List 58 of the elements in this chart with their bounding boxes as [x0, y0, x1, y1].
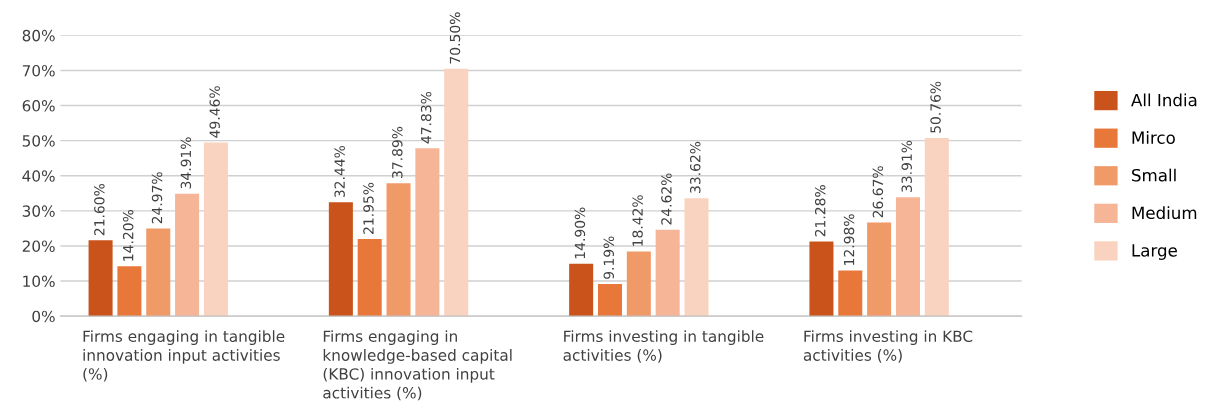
bar — [655, 229, 680, 317]
bar — [357, 239, 382, 317]
bar — [415, 148, 440, 317]
x-tick-label: Firms investing in tangible activities (%) — [563, 330, 764, 363]
data-label: 32.44% — [334, 145, 345, 198]
legend-label: Small — [1132, 168, 1176, 182]
data-label: 9.19% — [603, 236, 615, 279]
bar — [684, 198, 709, 317]
y-tick-label: 50% — [22, 135, 55, 147]
data-label: 21.95% — [363, 182, 374, 234]
bar — [328, 202, 353, 317]
data-label: 14.20% — [122, 209, 134, 261]
y-tick-label: 40% — [22, 170, 55, 182]
bar — [569, 263, 594, 317]
bar — [895, 197, 920, 317]
data-label: 21.60% — [94, 183, 105, 236]
bar — [88, 240, 113, 317]
data-label: 50.76% — [930, 81, 941, 133]
data-label: 70.50% — [449, 12, 461, 64]
legend-label: Mirco — [1132, 131, 1175, 144]
y-tick-label: 0% — [32, 310, 55, 323]
data-label: 14.90% — [574, 207, 586, 259]
bar — [444, 68, 469, 317]
bar — [626, 251, 651, 317]
bar — [386, 183, 411, 317]
bar — [203, 142, 228, 317]
y-tick-label: 20% — [22, 240, 55, 252]
legend-label: Large — [1132, 244, 1177, 260]
data-label: 33.62% — [690, 141, 701, 193]
bar — [924, 137, 949, 317]
data-label: 37.89% — [392, 126, 403, 178]
bar — [597, 283, 622, 317]
x-tick-label: Firms investing in KBC activities (%) — [803, 330, 973, 363]
data-label: 49.46% — [209, 86, 220, 138]
legend-label: Medium — [1132, 206, 1197, 220]
y-tick-label: 30% — [22, 205, 55, 217]
y-tick-label: 60% — [22, 100, 55, 112]
bar — [146, 228, 171, 317]
data-label: 18.42% — [632, 195, 643, 246]
y-tick-label: 70% — [22, 64, 55, 77]
x-tick-label: Firms engaging in tangible innovation input activities (%) — [83, 330, 285, 382]
data-label: 34.91% — [180, 137, 192, 189]
data-label: 47.83% — [420, 91, 432, 144]
data-label: 12.98% — [843, 214, 855, 265]
data-label: 24.97% — [151, 172, 163, 224]
bar — [175, 193, 200, 317]
bar — [809, 241, 834, 317]
x-tick-label: Firms engaging in knowledge-based capital (KBC) innovation input activities (%) — [323, 330, 512, 401]
data-label: 26.67% — [872, 166, 884, 218]
bar — [867, 222, 892, 317]
data-label: 21.28% — [814, 185, 826, 237]
y-tick-label: 80% — [22, 29, 55, 42]
y-tick-label: 10% — [23, 275, 55, 288]
bar — [117, 266, 142, 317]
data-label: 33.91% — [901, 140, 912, 192]
data-label: 24.62% — [661, 173, 672, 225]
legend-label: All India — [1131, 93, 1197, 107]
bar — [838, 270, 863, 317]
